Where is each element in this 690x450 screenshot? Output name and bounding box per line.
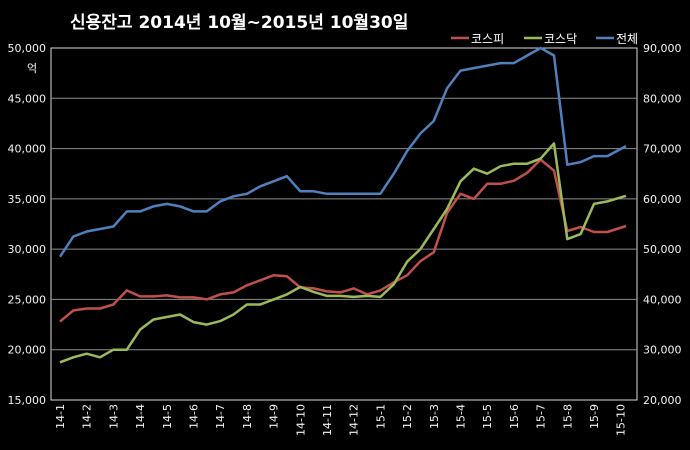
total-line (58, 46, 627, 258)
left-tick-label: 40,000 (8, 143, 47, 156)
right-tick-label: 20,000 (643, 394, 682, 407)
x-tick-label: 15-7 (535, 404, 548, 429)
x-tick-label: 14-10 (294, 404, 307, 436)
x-tick-label: 14-12 (348, 404, 361, 436)
x-tick-label: 15-3 (428, 404, 441, 429)
legend: 코스피 코스닥 전체 (451, 32, 638, 46)
x-tick-label: 15-2 (401, 404, 414, 429)
x-tick-label: 14-4 (134, 404, 147, 429)
x-tick-label: 14-2 (81, 404, 94, 429)
x-tick-label: 14-7 (214, 404, 227, 429)
right-axis-ticks: 20,000 30,000 40,000 50,000 60,000 70,000 80,0… (643, 42, 682, 407)
kosdaq-line (59, 142, 627, 364)
left-tick-label: 15,000 (8, 394, 47, 407)
legend-label-kospi: 코스피 (471, 32, 504, 46)
x-tick-label: 14-9 (268, 404, 281, 429)
right-tick-label: 50,000 (643, 243, 682, 256)
series-lines (58, 46, 627, 364)
left-tick-label: 20,000 (8, 344, 47, 357)
left-tick-label: 35,000 (8, 193, 47, 206)
right-tick-label: 30,000 (643, 344, 682, 357)
left-tick-label: 45,000 (8, 92, 47, 105)
right-tick-label: 80,000 (643, 92, 682, 105)
right-tick-label: 60,000 (643, 193, 682, 206)
left-axis-unit: 억 (27, 62, 37, 75)
left-tick-label: 25,000 (8, 293, 47, 306)
x-tick-label: 15-9 (588, 404, 601, 429)
x-tick-label: 14-8 (241, 404, 254, 429)
x-tick-label: 14-5 (161, 404, 174, 429)
left-tick-label: 30,000 (8, 243, 47, 256)
left-axis-ticks: 15,000 20,000 25,000 30,000 35,000 40,000 45,0… (8, 42, 47, 407)
left-tick-label: 50,000 (8, 42, 47, 55)
x-tick-label: 15-6 (508, 404, 521, 429)
gridlines (51, 97, 637, 351)
x-tick-label: 15-4 (455, 404, 468, 429)
x-tick-label: 14-3 (107, 404, 120, 429)
kospi-line (59, 158, 627, 323)
plot-area (50, 47, 638, 401)
x-tick-label: 15-8 (561, 404, 574, 429)
right-tick-label: 90,000 (643, 42, 682, 55)
right-tick-label: 40,000 (643, 293, 682, 306)
x-axis-ticks: 14-1 14-2 14-3 14-4 14-5 14-6 14-7 14-8 14-9 14-1… (54, 404, 628, 436)
legend-label-total: 전체 (616, 32, 638, 46)
x-tick-label: 14-6 (188, 404, 201, 429)
x-tick-label: 14-1 (54, 404, 67, 429)
x-tick-label: 15-5 (481, 404, 494, 429)
x-tick-label: 15-1 (374, 404, 387, 429)
x-tick-label: 15-10 (615, 404, 628, 436)
chart-title: 신용잔고 2014년 10월~2015년 10월30일 (70, 13, 408, 33)
legend-label-kosdaq: 코스닥 (544, 32, 577, 46)
x-tick-label: 14-11 (321, 404, 334, 436)
right-tick-label: 70,000 (643, 143, 682, 156)
